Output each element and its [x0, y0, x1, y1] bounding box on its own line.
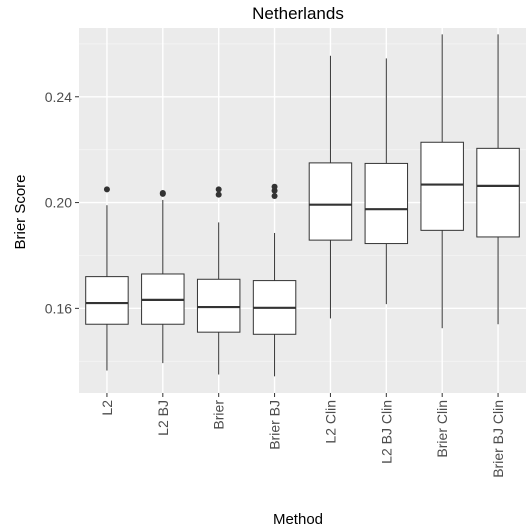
x-tick-label: Brier Clin [434, 400, 450, 458]
x-axis: L2 L2 BJ Brier Brier BJ L2 Clin L2 BJ Clin Bri… [99, 393, 506, 478]
box-iqr [364, 162, 409, 245]
outlier-point [271, 183, 278, 190]
outlier-point [215, 186, 222, 193]
x-tick-label: Brier BJ Clin [490, 400, 506, 478]
x-tick-label: L2 Clin [322, 400, 338, 444]
box-iqr [476, 147, 520, 238]
box-iqr [85, 276, 129, 325]
box-iqr [308, 162, 353, 241]
box-brier-clin [420, 34, 464, 329]
box-brier [196, 186, 241, 375]
x-tick-label: L2 [99, 400, 115, 416]
outlier-point [159, 190, 166, 197]
box-iqr [196, 278, 241, 333]
x-tick-label: L2 BJ [155, 400, 171, 436]
outlier-point [271, 192, 278, 199]
box-brier-bj-clin [476, 34, 520, 325]
outlier-point [215, 191, 222, 198]
box-brier-bj [252, 183, 297, 377]
box-iqr [420, 141, 464, 231]
box-l2-clin [308, 55, 353, 319]
box-l2 [85, 186, 129, 371]
x-axis-title: Method [273, 511, 323, 528]
outlier-point [103, 186, 110, 193]
y-tick-label: 0.24 [45, 89, 72, 105]
box-l2-bj [141, 190, 185, 364]
x-tick-label: Brier BJ [267, 400, 283, 450]
y-axis: 0.16 0.20 0.24 [45, 89, 79, 316]
x-tick-label: L2 BJ Clin [378, 400, 394, 464]
x-tick-label: Brier [211, 400, 227, 430]
y-axis-title: Brier Score [12, 174, 29, 249]
y-tick-label: 0.16 [45, 300, 72, 316]
box-l2-bj-clin [364, 58, 409, 305]
chart-title: Netherlands [252, 4, 344, 23]
box-series [85, 34, 520, 377]
y-tick-label: 0.20 [45, 195, 72, 211]
